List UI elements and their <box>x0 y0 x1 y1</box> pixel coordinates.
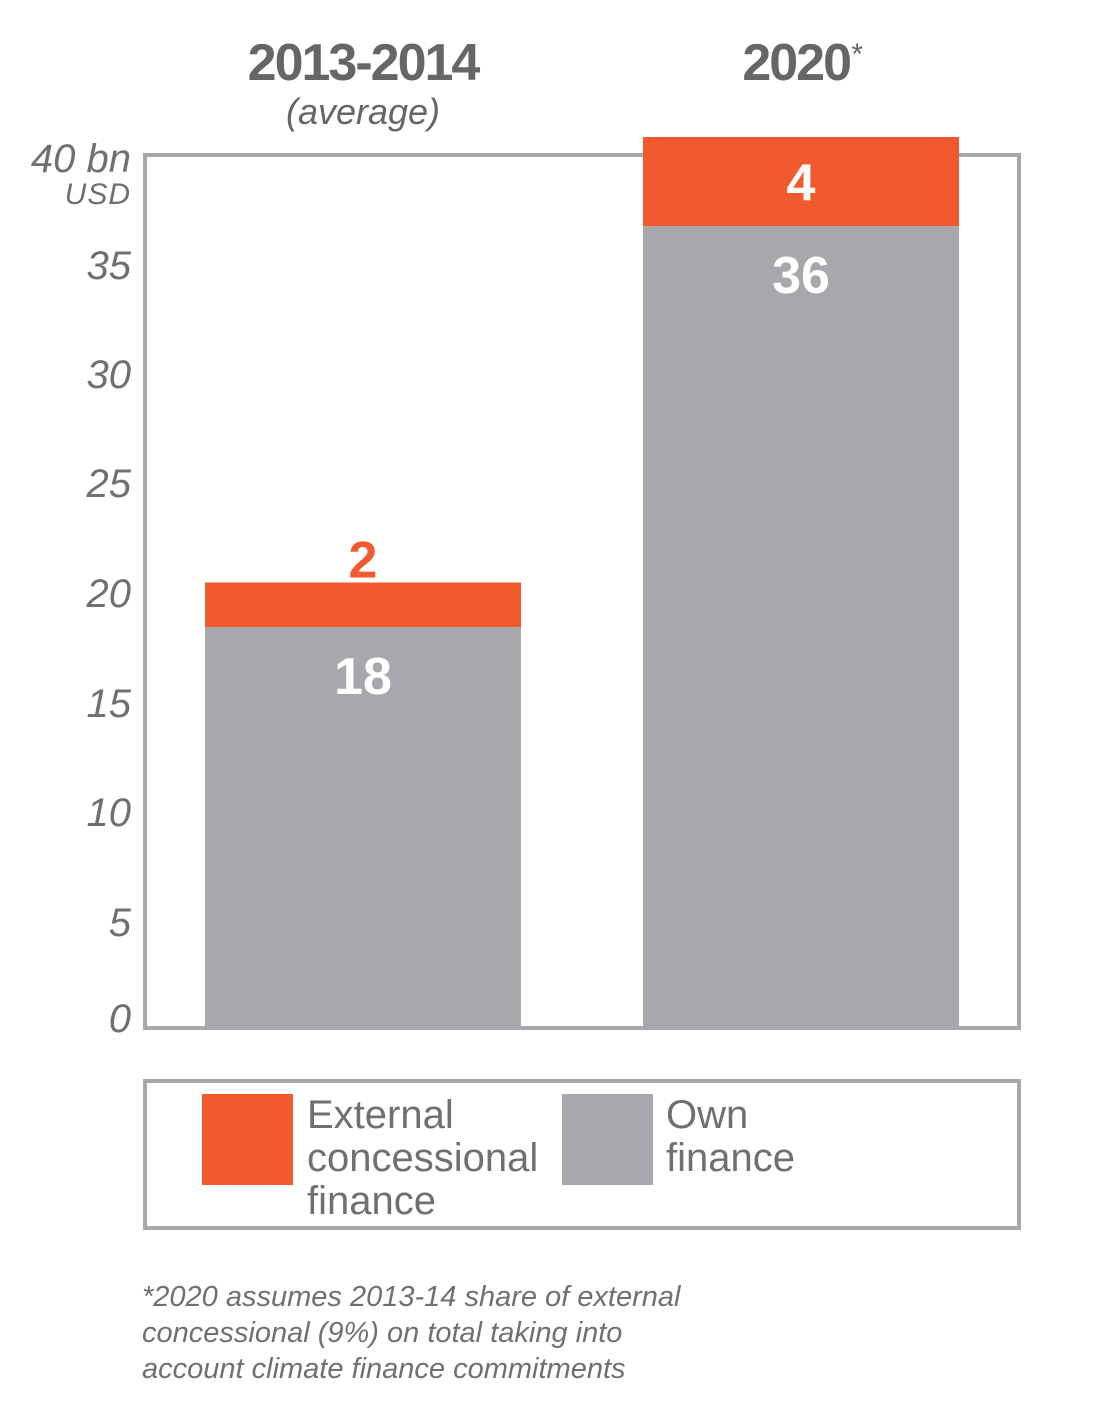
y-tick-label: 0 <box>109 997 131 1041</box>
y-tick-label: 25 <box>86 462 132 506</box>
y-tick-label: 35 <box>87 244 132 288</box>
plot-frame <box>143 153 1021 1030</box>
legend-label: Own <box>666 1093 748 1137</box>
category-subtitle: (average) <box>286 91 440 132</box>
y-tick-label: 5 <box>109 901 132 945</box>
legend-swatch <box>202 1094 293 1185</box>
legend-swatch <box>562 1094 653 1185</box>
bar-own-finance <box>205 627 521 1028</box>
data-label-own-finance: 36 <box>772 247 830 305</box>
data-label-own-finance: 18 <box>334 648 392 706</box>
bar-own-finance <box>643 226 959 1029</box>
bar-external-finance <box>643 137 959 227</box>
legend-frame <box>143 1079 1021 1230</box>
legend-label: concessional <box>307 1136 538 1180</box>
y-tick-label: 40 bn <box>31 137 131 181</box>
footnote-marker: * <box>850 38 863 71</box>
footnote-line: *2020 assumes 2013-14 share of external <box>142 1281 682 1313</box>
y-unit-label: USD <box>65 178 131 211</box>
y-tick-label: 20 <box>86 572 132 616</box>
legend-label: finance <box>307 1179 436 1223</box>
data-label-external-finance: 2 <box>349 532 378 590</box>
bar-external-finance <box>205 582 521 628</box>
y-tick-label: 10 <box>87 791 132 835</box>
legend-label: finance <box>666 1136 795 1180</box>
y-tick-label: 15 <box>87 682 132 726</box>
data-label-external-finance: 4 <box>787 155 816 213</box>
footnote-line: concessional (9%) on total taking into <box>142 1317 622 1349</box>
y-tick-label: 30 <box>87 353 132 397</box>
legend-label: External <box>307 1093 454 1137</box>
footnote-line: account climate finance commitments <box>142 1353 626 1385</box>
category-title: 2013-2014 <box>248 34 481 92</box>
category-title: 2020* <box>742 34 863 92</box>
